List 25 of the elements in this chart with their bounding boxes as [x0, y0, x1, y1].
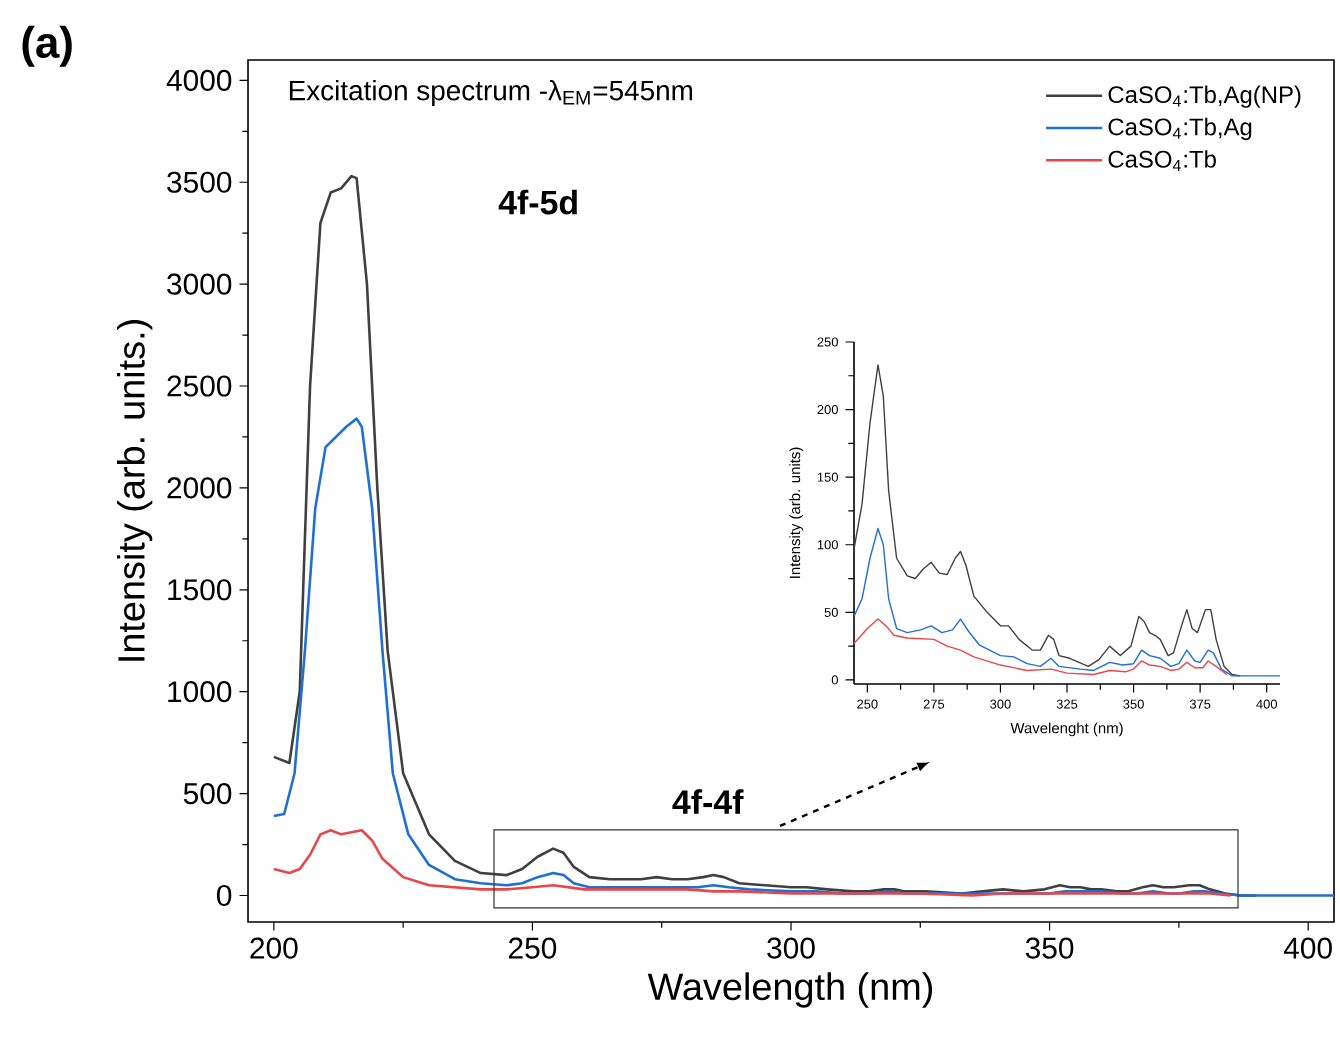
y-tick-label: 1500	[168, 579, 232, 601]
text: (a)	[22, 25, 72, 67]
y-axis-title: Intensity (arb. units.)	[117, 320, 153, 661]
annotation: 4f-4f	[672, 789, 744, 814]
x-axis-title: Wavelength (nm)	[647, 972, 933, 1008]
x-tick-label: 400	[1283, 937, 1332, 959]
y-tick-label: 0	[217, 884, 232, 907]
text: Excitation spectrum -λ$_{EM}$=545nm	[289, 79, 693, 106]
y-tick-label: 4000	[166, 69, 232, 91]
line-series	[853, 364, 1241, 677]
y-tick-label: 3000	[167, 273, 232, 295]
legend-label: CaSO$_{4}$:Tb,Ag(NP)	[1108, 85, 1301, 108]
line-series	[853, 618, 1228, 676]
y-tick-label: 3500	[167, 171, 232, 193]
y-tick-label: 2500	[167, 375, 232, 397]
y-tick-label: 500	[183, 783, 232, 805]
y-tick-label: 2000	[167, 477, 232, 499]
x-tick-label: 300	[767, 937, 815, 959]
x-tick-label: 200	[250, 937, 298, 959]
x-tick-label: 250	[509, 937, 557, 959]
x-tick-label: 350	[1025, 937, 1074, 959]
annotation: 4f-5d	[498, 189, 577, 215]
legend-label: CaSO$_{4}$:Tb	[1108, 150, 1216, 172]
legend-label: CaSO$_{4}$:Tb,Ag	[1108, 117, 1252, 141]
y-tick-label: 1000	[168, 681, 232, 703]
